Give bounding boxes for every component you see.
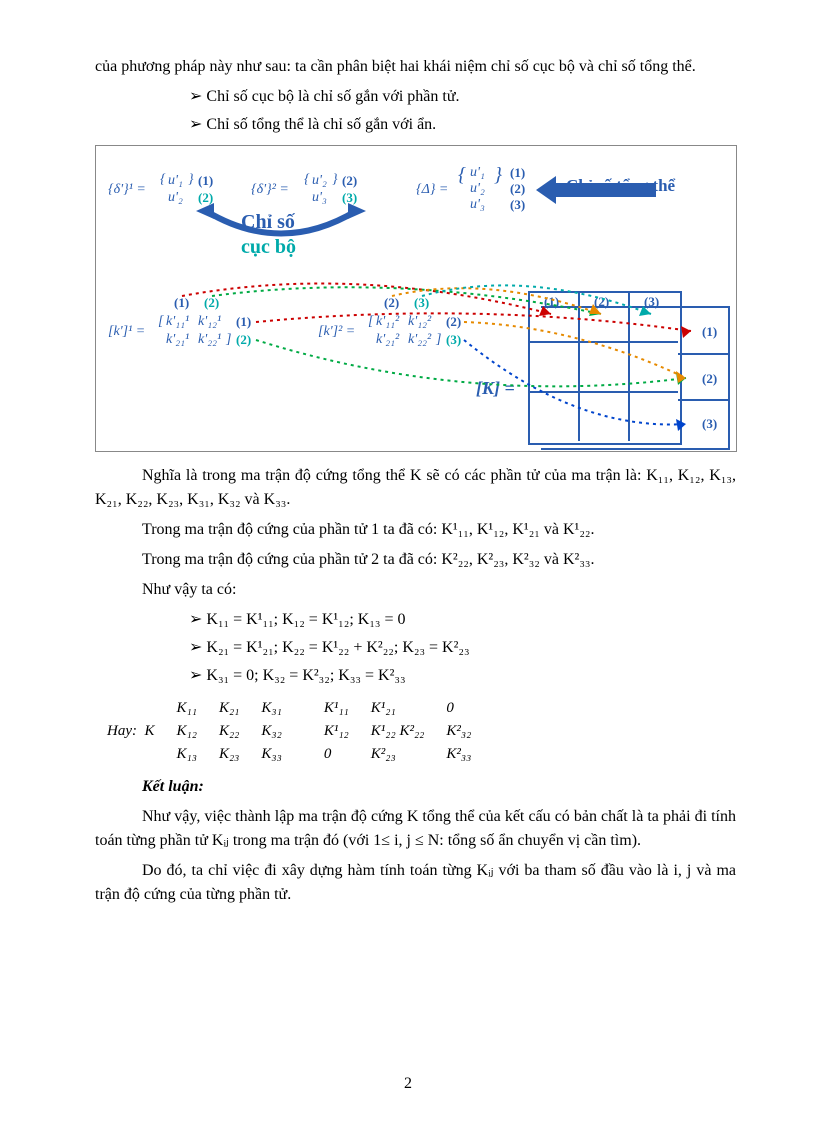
km-r2-1: K₂₂ [209, 721, 249, 742]
Delta-u2: u'₂ [470, 181, 485, 197]
hay: Hay: [107, 723, 137, 739]
km-r3-5: K²₃₃ [436, 744, 481, 765]
k2-r2: (3) [446, 332, 461, 348]
km-r3-2: K₃₃ [251, 744, 291, 765]
km-r1-3: K¹₁₁ [294, 698, 359, 719]
delta1-lhs: {δ'}¹ = [108, 182, 146, 198]
km-r3-0: K₁₃ [167, 744, 207, 765]
km-r2-2: K₃₂ [251, 721, 291, 742]
gc1: (1) [544, 294, 559, 310]
delta2-u2: u'₂ [312, 173, 327, 189]
k2-c2: (3) [414, 295, 429, 311]
km-r1-0: K₁₁ [167, 698, 207, 719]
stiffness-assembly-diagram: {δ'}¹ = { u'₁ u'₂ } (1) (2) {δ'}² = { u'… [95, 145, 737, 452]
gr1: (1) [702, 324, 717, 340]
delta2-lhs: {δ'}² = [251, 182, 289, 198]
Delta-lhs: {Δ} = [416, 182, 448, 198]
k2-r1: (2) [446, 314, 461, 330]
k2-c1: (2) [384, 295, 399, 311]
gc2: (2) [594, 294, 609, 310]
intro-paragraph: của phương pháp này như sau: ta cần phân… [95, 55, 736, 79]
k2-21: k'₂₁² [376, 332, 399, 348]
k1-21: k'₂₁¹ [166, 332, 189, 348]
label-cucbo-1: Chỉ số [241, 211, 295, 234]
p-ketluan1: Như vậy, việc thành lập ma trận độ cứng … [95, 805, 736, 853]
delta1-u1: u'₁ [168, 173, 183, 189]
Delta-u3: u'₃ [470, 197, 485, 213]
Delta-i3: (3) [510, 197, 525, 213]
delta1-u2: u'₂ [168, 190, 183, 206]
k2-11: k'₁₁² [376, 314, 399, 330]
delta2-i1: (2) [342, 173, 357, 189]
k1-r1: (1) [236, 314, 251, 330]
page-number: 2 [0, 1075, 816, 1093]
k1-12: k'₁₂¹ [198, 314, 221, 330]
gc3: (3) [644, 294, 659, 310]
p-matrix2: Trong ma trận độ cứng của phần tử 2 ta đ… [95, 548, 736, 572]
bullet-global-index: Chỉ số tổng thể là chỉ số gắn với ẩn. [95, 113, 736, 137]
k2-lhs: [k']² = [318, 324, 355, 340]
k1-c1: (1) [174, 295, 189, 311]
gr2: (2) [702, 371, 717, 387]
delta1-i1: (1) [198, 173, 213, 189]
bullet-local-index: Chỉ số cục bộ là chỉ số gắn với phần tử. [95, 85, 736, 109]
k1-c2: (2) [204, 295, 219, 311]
k1-11: k'₁₁¹ [166, 314, 189, 330]
p-nghia: Nghĩa là trong ma trận độ cứng tổng thể … [95, 464, 736, 512]
km-r3-1: K₂₃ [209, 744, 249, 765]
eq-row2: K₂₁ = K¹₂₁; K₂₂ = K¹₂₂ + K²₂₂; K₂₃ = K²₂… [95, 636, 736, 660]
km-r3-4: K²₂₃ [361, 744, 435, 765]
km-r2-0: K₁₂ [167, 721, 207, 742]
km-r2-5: K²₃₂ [436, 721, 481, 742]
Delta-u1: u'₁ [470, 165, 485, 181]
K-expansion-table: Hay: K K₁₁ K₂₁ K₃₁ K¹₁₁ K¹₂₁ 0 K₁₂ K₂₂ K… [95, 696, 483, 767]
km-r2-3: K¹₁₂ [294, 721, 359, 742]
K-sym: K [145, 723, 155, 739]
gr3: (3) [702, 416, 717, 432]
km-r2-4: K¹₂₂ K²₂₂ [361, 721, 435, 742]
k1-22: k'₂₂¹ [198, 332, 221, 348]
k2-22: k'₂₂² [408, 332, 431, 348]
p-ketluan2: Do đó, ta chỉ việc đi xây dựng hàm tính … [95, 859, 736, 907]
k1-r2: (2) [236, 332, 251, 348]
eq-row3: K₃₁ = 0; K₃₂ = K²₃₂; K₃₃ = K²₃₃ [95, 664, 736, 688]
page: của phương pháp này như sau: ta cần phân… [0, 0, 816, 1123]
km-r1-1: K₂₁ [209, 698, 249, 719]
Delta-i2: (2) [510, 181, 525, 197]
k1-lhs: [k']¹ = [108, 324, 145, 340]
p-matrix1: Trong ma trận độ cứng của phần tử 1 ta đ… [95, 518, 736, 542]
km-r3-3: 0 [294, 744, 359, 765]
k2-12: k'₁₂² [408, 314, 431, 330]
Delta-i1: (1) [510, 165, 525, 181]
km-r1-2: K₃₁ [251, 698, 291, 719]
km-r1-4: K¹₂₁ [361, 698, 435, 719]
label-cucbo-2: cục bộ [241, 236, 296, 259]
ketluan-heading: Kết luận: [95, 775, 736, 799]
km-r1-5: 0 [436, 698, 481, 719]
K-eq: [K] = [476, 378, 515, 399]
eq-row1: K₁₁ = K¹₁₁; K₁₂ = K¹₁₂; K₁₃ = 0 [95, 608, 736, 632]
label-tongthe: Chỉ số tổng thể [566, 176, 675, 196]
p-nhuvay: Như vậy ta có: [95, 578, 736, 602]
